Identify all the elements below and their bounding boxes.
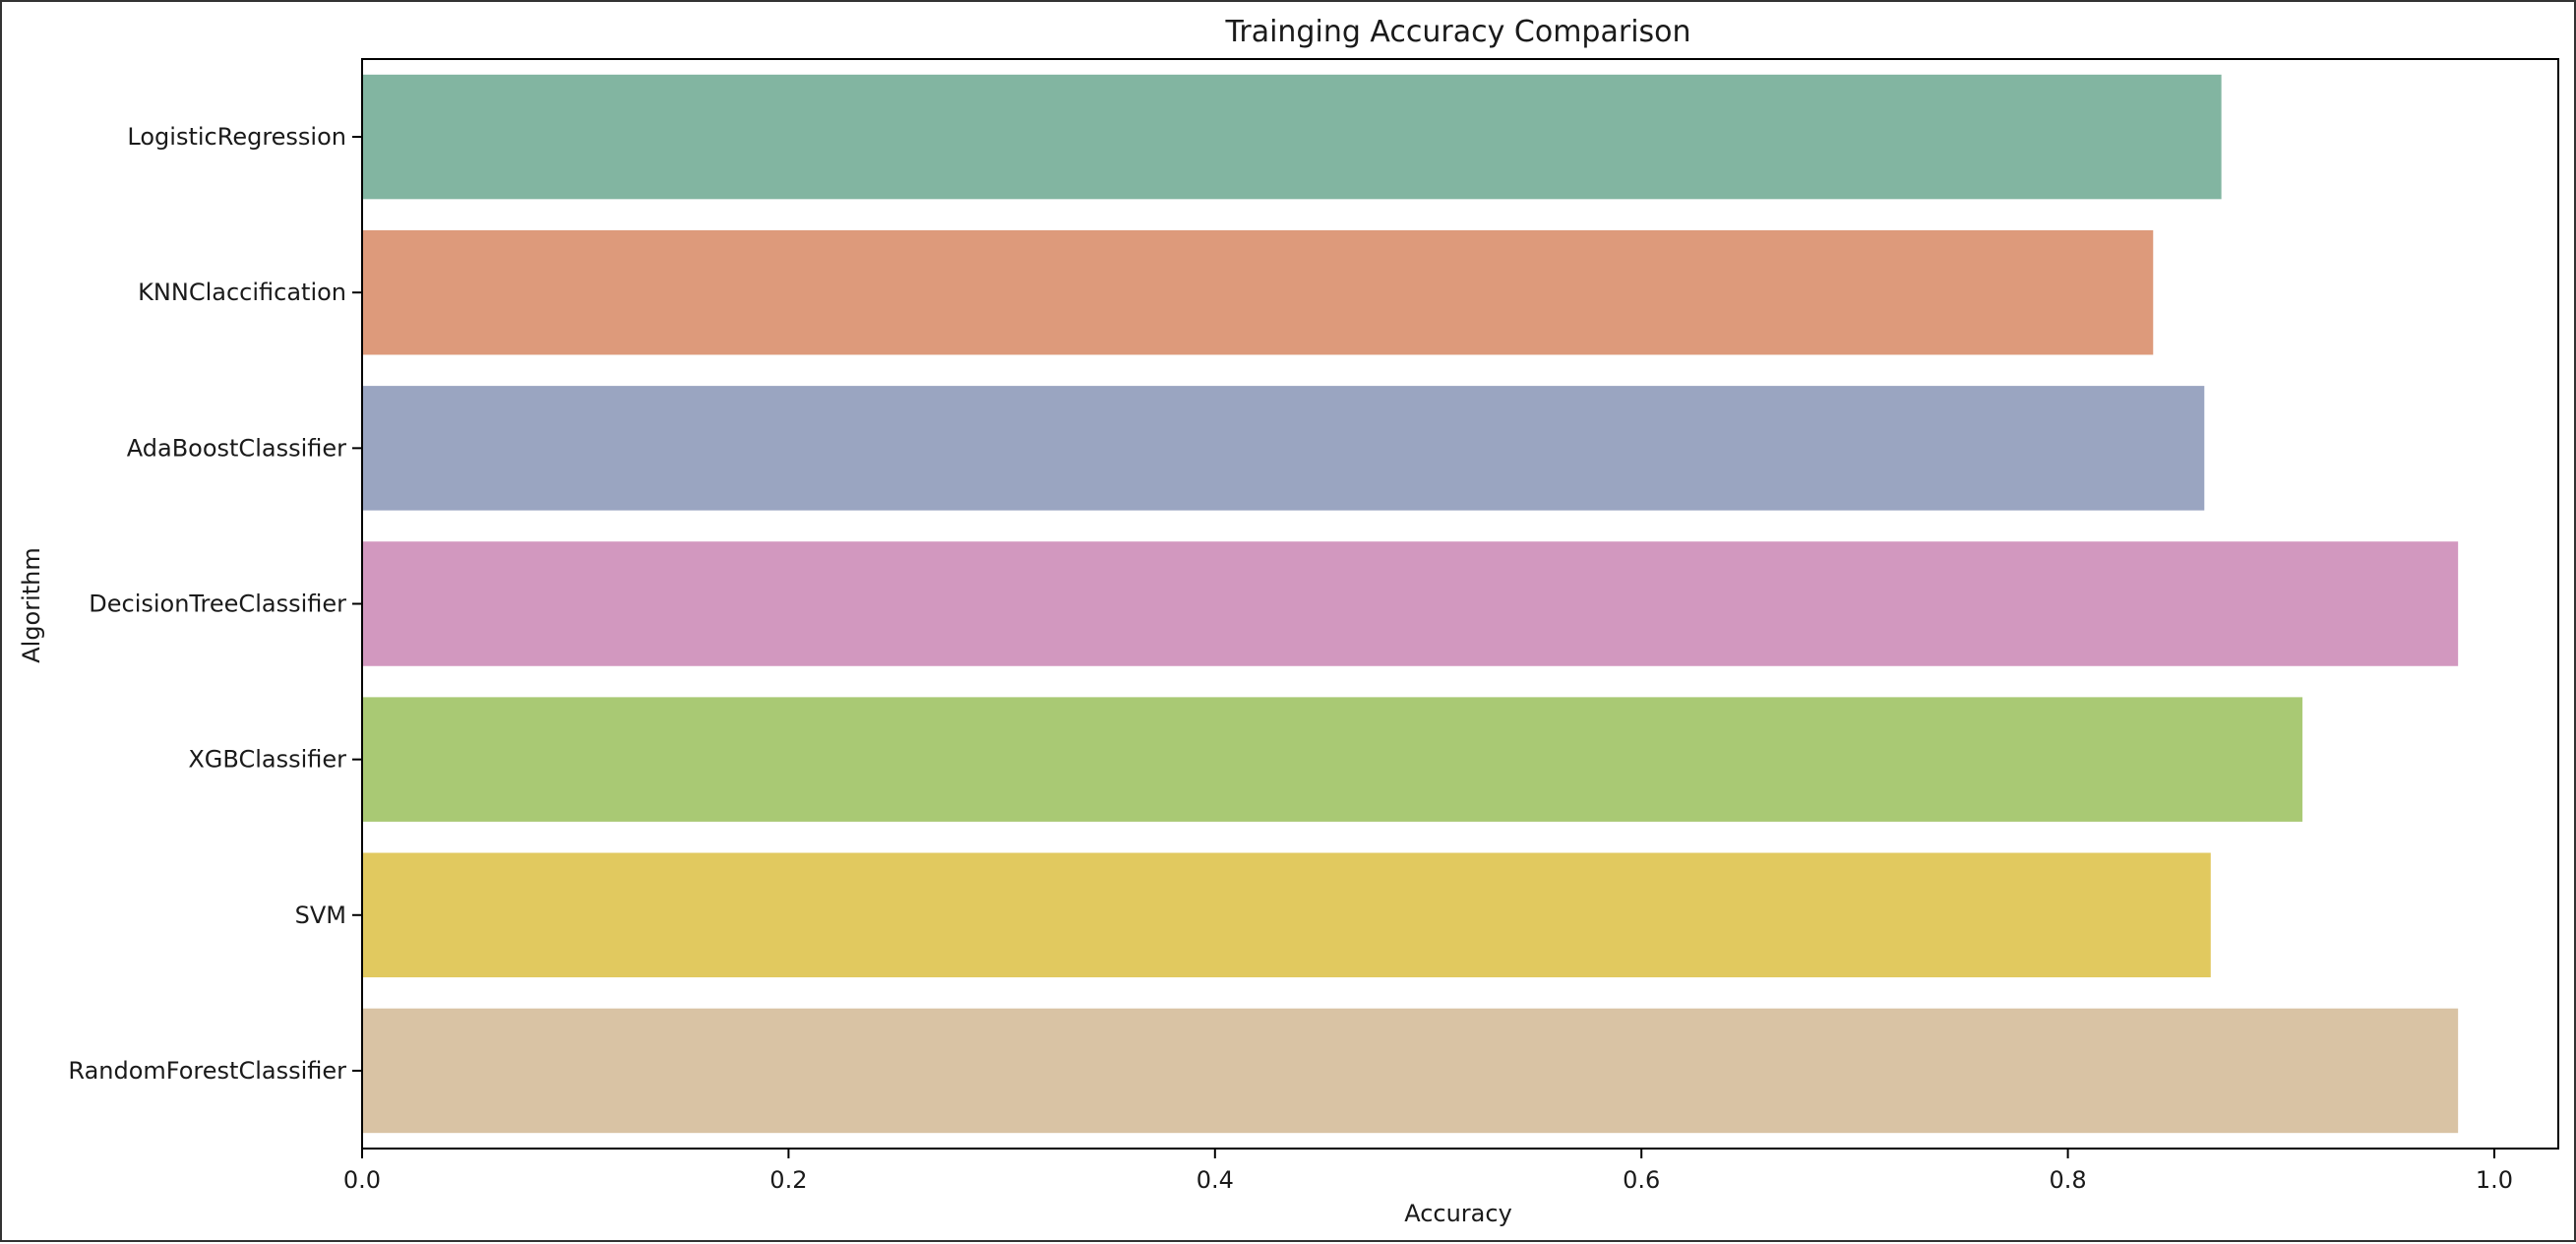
y-tick-label: LogisticRegression: [127, 123, 346, 151]
y-axis-title: Algorithm: [18, 547, 45, 663]
bar-decisiontreeclassifier: [362, 541, 2459, 666]
bar-xgbclassifier: [362, 697, 2302, 822]
x-axis-title: Accuracy: [1404, 1200, 1512, 1227]
bar-randomforestclassifier: [362, 1008, 2459, 1134]
y-tick-label: DecisionTreeClassifier: [89, 591, 346, 618]
y-tick-label: KNNClaccification: [138, 279, 346, 306]
y-tick-label: AdaBoostClassifier: [127, 434, 346, 462]
bar-svm: [362, 852, 2211, 978]
y-tick-label: RandomForestClassifier: [68, 1057, 346, 1085]
y-tick-label: XGBClassifier: [188, 746, 346, 774]
bar-logisticregression: [362, 74, 2222, 200]
x-tick-label: 0.0: [343, 1166, 381, 1194]
bars-group: [362, 74, 2459, 1134]
bar-knnclaccification: [362, 229, 2154, 355]
x-axis-ticks: 0.0 0.2 0.4 0.6 0.8 1.0: [343, 1149, 2513, 1194]
x-tick-label: 0.6: [1623, 1166, 1660, 1194]
chart-title: Trainging Accuracy Comparison: [1224, 15, 1690, 49]
y-axis-ticks: LogisticRegression KNNClaccification AdaBo…: [68, 123, 362, 1085]
bar-adaboostclassifier: [362, 386, 2205, 511]
x-tick-label: 0.2: [769, 1166, 807, 1194]
y-tick-label: SVM: [295, 902, 346, 929]
x-tick-label: 1.0: [2476, 1166, 2513, 1194]
x-tick-label: 0.4: [1196, 1166, 1234, 1194]
x-tick-label: 0.8: [2050, 1166, 2087, 1194]
